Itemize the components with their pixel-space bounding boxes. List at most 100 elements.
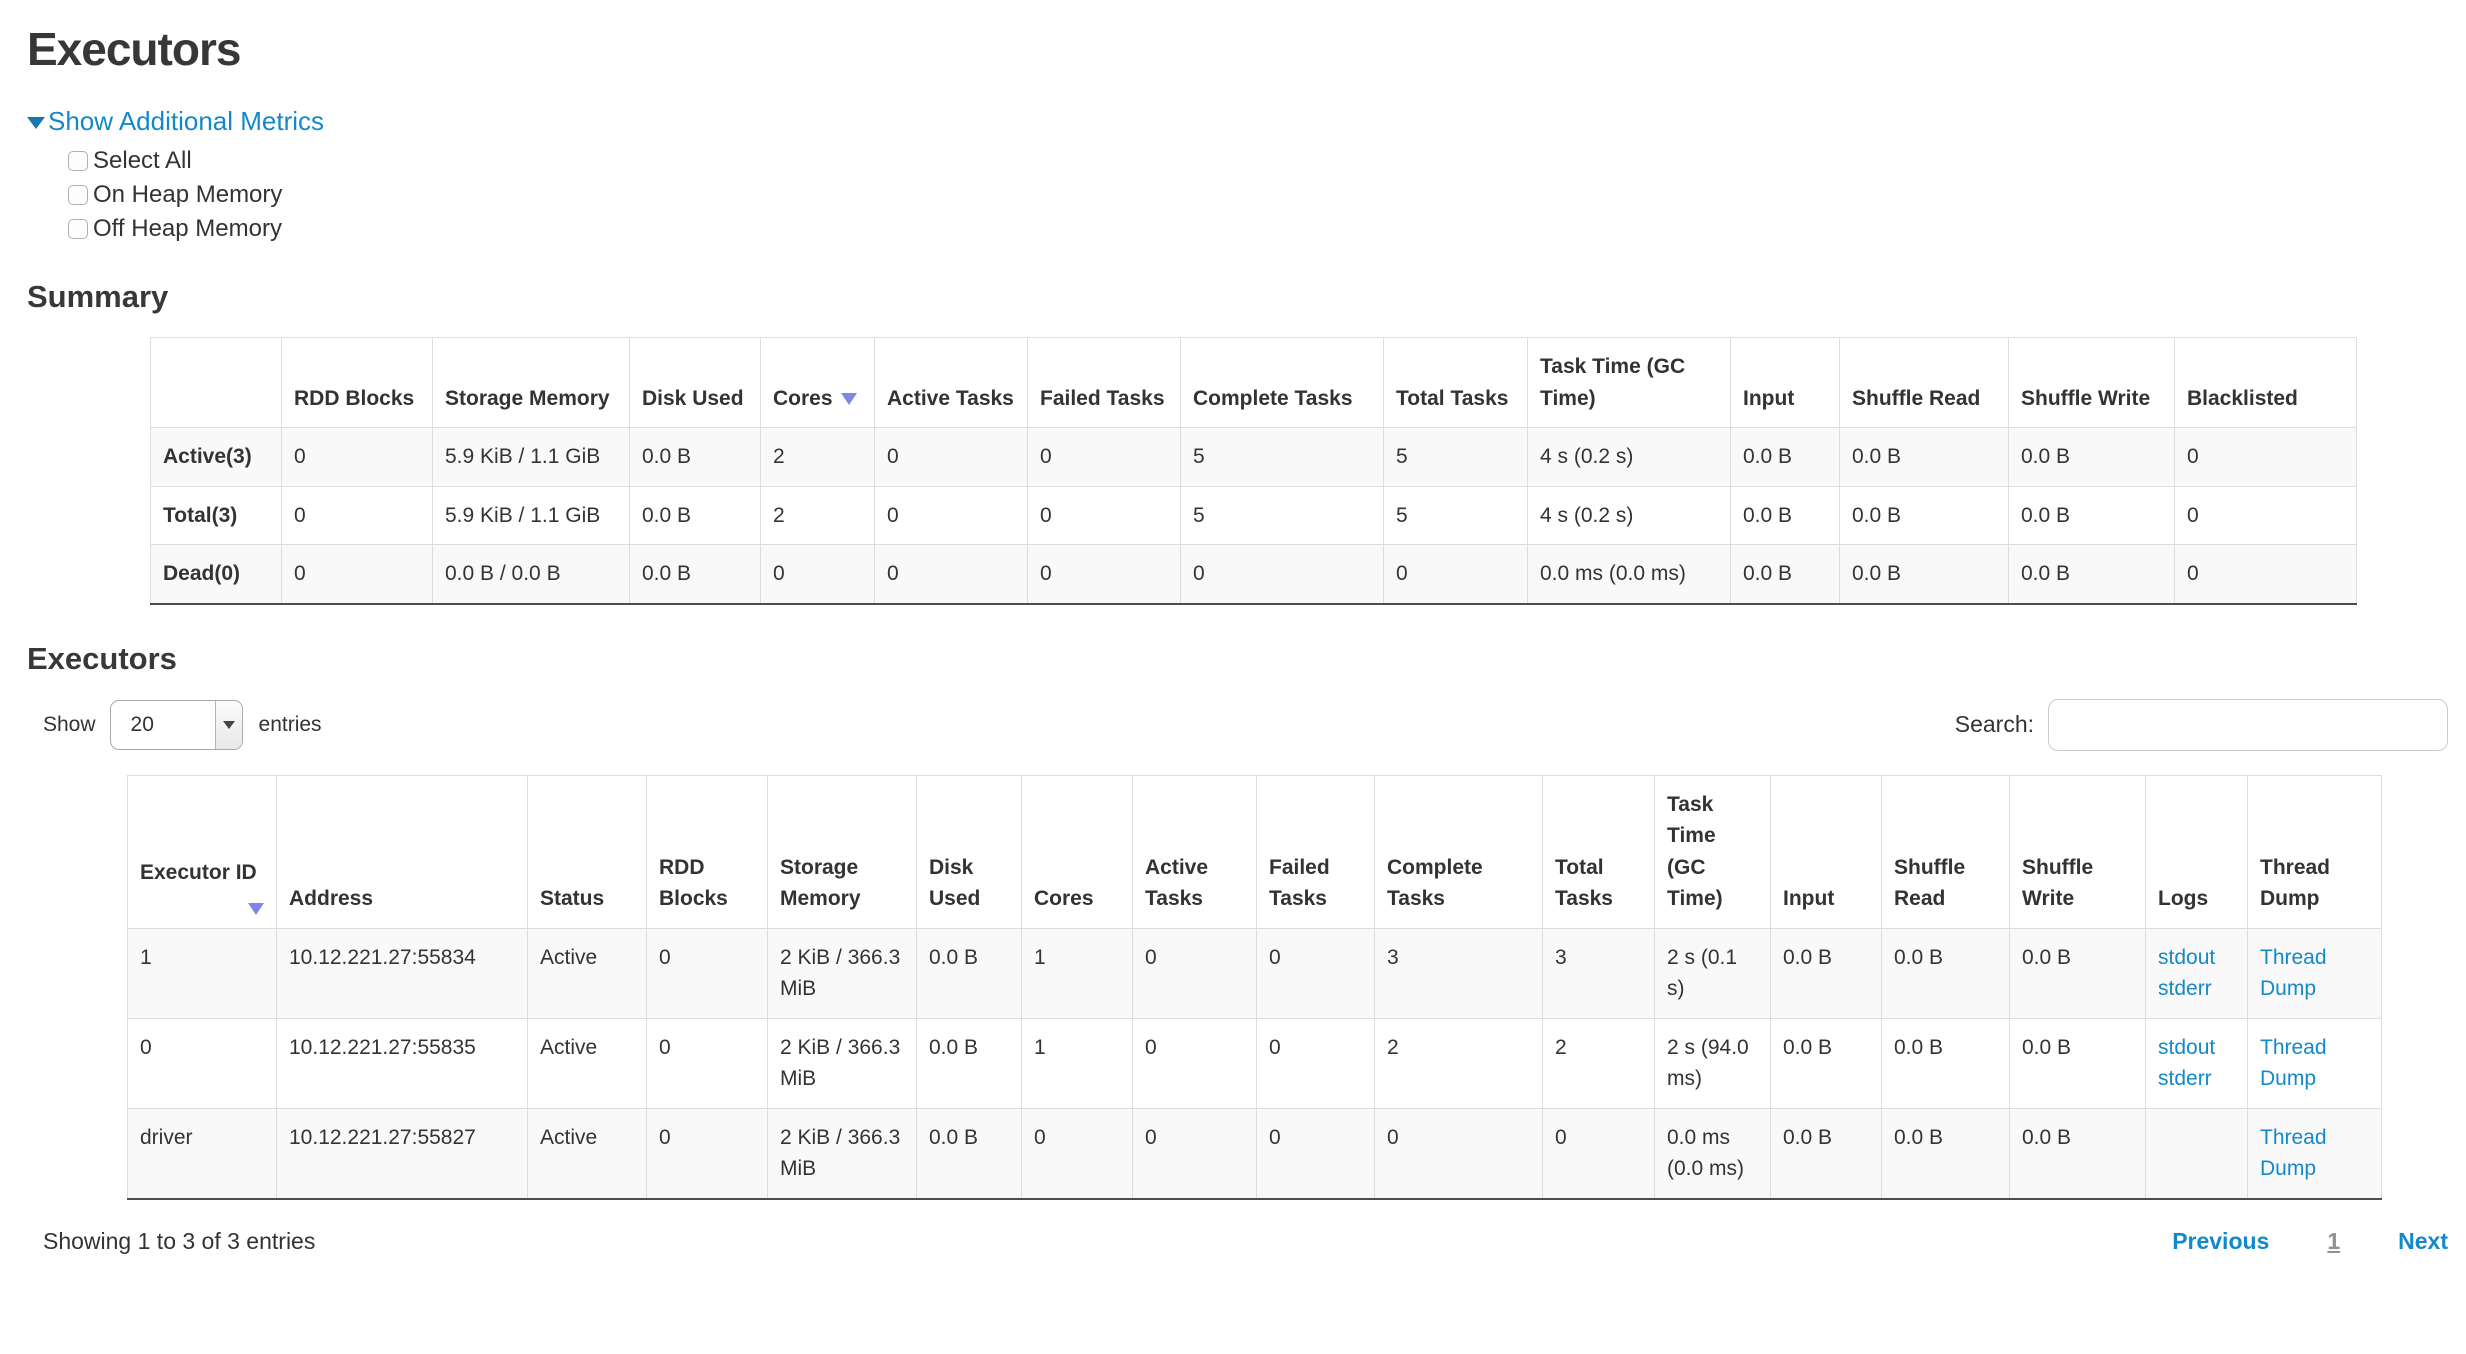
executor-row: 1 10.12.221.27:55834 Active 0 2 KiB / 36… bbox=[127, 927, 2382, 1019]
table-cell: 0.0 B bbox=[916, 1107, 1022, 1199]
executors-col-input[interactable]: Input bbox=[1770, 774, 1882, 929]
table-cell: 0 bbox=[760, 544, 875, 604]
summary-row-total: Total(3) 0 5.9 KiB / 1.1 GiB 0.0 B 2 0 0… bbox=[150, 485, 2357, 545]
stdout-link[interactable]: stdout bbox=[2158, 945, 2216, 969]
metric-option-select-all: Select All bbox=[68, 147, 2466, 175]
table-cell: 0 bbox=[1180, 544, 1384, 604]
summary-col-complete-tasks[interactable]: Complete Tasks bbox=[1180, 337, 1384, 428]
summary-row-label: Active(3) bbox=[150, 427, 282, 487]
next-page-button[interactable]: Next bbox=[2398, 1227, 2448, 1254]
executors-col-cores[interactable]: Cores bbox=[1021, 774, 1133, 929]
caret-down-icon bbox=[27, 117, 45, 129]
table-cell: 1 bbox=[1021, 1017, 1133, 1109]
summary-col-task-time[interactable]: Task Time (GC Time) bbox=[1527, 337, 1731, 428]
table-cell: 2 bbox=[1542, 1017, 1655, 1109]
stdout-link[interactable]: stdout bbox=[2158, 1035, 2216, 1059]
summary-col-rdd-blocks[interactable]: RDD Blocks bbox=[281, 337, 433, 428]
table-cell: 0.0 B bbox=[1839, 485, 2009, 545]
table-cell: 0.0 B bbox=[2009, 1107, 2146, 1199]
executor-row: 0 10.12.221.27:55835 Active 0 2 KiB / 36… bbox=[127, 1017, 2382, 1109]
executors-col-task-time[interactable]: Task Time (GC Time) bbox=[1654, 774, 1771, 929]
metric-options-list: Select All On Heap Memory Off Heap Memor… bbox=[68, 147, 2466, 243]
table-cell: 0 bbox=[874, 427, 1028, 487]
table-cell: 0.0 B bbox=[916, 1017, 1022, 1109]
summary-col-blacklisted[interactable]: Blacklisted bbox=[2174, 337, 2357, 428]
previous-page-button[interactable]: Previous bbox=[2172, 1227, 2270, 1254]
table-cell: 0.0 B bbox=[2008, 427, 2175, 487]
table-cell: 0 bbox=[1132, 1107, 1257, 1199]
table-cell: 2 bbox=[1374, 1017, 1543, 1109]
executors-col-address[interactable]: Address bbox=[276, 774, 528, 929]
summary-col-shuffle-read[interactable]: Shuffle Read bbox=[1839, 337, 2009, 428]
executors-col-disk-used[interactable]: Disk Used bbox=[916, 774, 1022, 929]
address-cell: 10.12.221.27:55835 bbox=[276, 1017, 528, 1109]
table-cell: 0 bbox=[1256, 1107, 1375, 1199]
status-cell: Active bbox=[527, 1107, 647, 1199]
table-cell: 0 bbox=[1383, 544, 1528, 604]
summary-col-failed-tasks[interactable]: Failed Tasks bbox=[1027, 337, 1181, 428]
table-cell: 0.0 B bbox=[2008, 544, 2175, 604]
summary-col-active-tasks[interactable]: Active Tasks bbox=[874, 337, 1028, 428]
summary-row-label: Dead(0) bbox=[150, 544, 282, 604]
stderr-link[interactable]: stderr bbox=[2158, 1067, 2212, 1090]
thread-dump-link[interactable]: Thread Dump bbox=[2260, 1035, 2327, 1091]
executors-col-thread-dump[interactable]: Thread Dump bbox=[2247, 774, 2382, 929]
summary-col-cores[interactable]: Cores bbox=[760, 337, 875, 428]
table-cell: 2 s (0.1 s) bbox=[1654, 927, 1771, 1019]
select-all-checkbox[interactable] bbox=[68, 151, 88, 171]
show-additional-metrics-toggle[interactable]: Show Additional Metrics bbox=[27, 106, 324, 137]
summary-col-total-tasks[interactable]: Total Tasks bbox=[1383, 337, 1528, 428]
executors-col-storage-memory[interactable]: Storage Memory bbox=[767, 774, 917, 929]
table-cell: 0.0 B bbox=[1730, 427, 1840, 487]
table-cell: 0 bbox=[874, 544, 1028, 604]
table-cell: 5.9 KiB / 1.1 GiB bbox=[432, 485, 630, 545]
executors-col-rdd-blocks[interactable]: RDD Blocks bbox=[646, 774, 768, 929]
executors-col-total-tasks[interactable]: Total Tasks bbox=[1542, 774, 1655, 929]
executors-col-complete-tasks[interactable]: Complete Tasks bbox=[1374, 774, 1543, 929]
page-size-value: 20 bbox=[130, 712, 154, 736]
table-footer: Showing 1 to 3 of 3 entries Previous 1 N… bbox=[43, 1228, 2448, 1255]
summary-col-disk-used[interactable]: Disk Used bbox=[629, 337, 761, 428]
executors-col-executor-id[interactable]: Executor ID bbox=[127, 774, 277, 929]
on-heap-memory-checkbox[interactable] bbox=[68, 185, 88, 205]
executors-col-logs[interactable]: Logs bbox=[2145, 774, 2248, 929]
table-cell: 0.0 B bbox=[1730, 485, 1840, 545]
stderr-link[interactable]: stderr bbox=[2158, 977, 2212, 1000]
table-cell: 1 bbox=[1021, 927, 1133, 1019]
table-cell: 2 KiB / 366.3 MiB bbox=[767, 927, 917, 1019]
logs-cell: stdout stderr bbox=[2145, 1017, 2248, 1109]
executors-col-shuffle-read[interactable]: Shuffle Read bbox=[1881, 774, 2010, 929]
sort-desc-icon bbox=[248, 902, 264, 915]
search-input[interactable] bbox=[2048, 698, 2448, 751]
table-cell: 0 bbox=[2174, 485, 2357, 545]
page-size-select[interactable]: 20 bbox=[109, 699, 243, 750]
thread-dump-link[interactable]: Thread Dump bbox=[2260, 1125, 2327, 1181]
executors-heading: Executors bbox=[27, 640, 177, 676]
table-cell: 0.0 B bbox=[1770, 1017, 1882, 1109]
entries-label: entries bbox=[258, 712, 322, 736]
table-cell: 0 bbox=[281, 544, 433, 604]
executors-col-failed-tasks[interactable]: Failed Tasks bbox=[1256, 774, 1375, 929]
table-cell: 0 bbox=[1021, 1107, 1133, 1199]
table-cell: 0 bbox=[646, 1107, 768, 1199]
table-cell: 0.0 B bbox=[1881, 927, 2010, 1019]
off-heap-memory-checkbox[interactable] bbox=[68, 219, 88, 239]
table-cell: 2 KiB / 366.3 MiB bbox=[767, 1017, 917, 1109]
executors-col-shuffle-write[interactable]: Shuffle Write bbox=[2009, 774, 2146, 929]
table-cell: 3 bbox=[1542, 927, 1655, 1019]
thread-dump-cell: Thread Dump bbox=[2247, 927, 2382, 1019]
summary-col-blank bbox=[150, 337, 282, 428]
table-cell: 4 s (0.2 s) bbox=[1527, 485, 1731, 545]
summary-col-input[interactable]: Input bbox=[1730, 337, 1840, 428]
summary-col-shuffle-write[interactable]: Shuffle Write bbox=[2008, 337, 2175, 428]
thread-dump-link[interactable]: Thread Dump bbox=[2260, 945, 2327, 1001]
executors-col-status[interactable]: Status bbox=[527, 774, 647, 929]
executors-col-active-tasks[interactable]: Active Tasks bbox=[1132, 774, 1257, 929]
table-cell: 3 bbox=[1374, 927, 1543, 1019]
thread-dump-cell: Thread Dump bbox=[2247, 1107, 2382, 1199]
status-cell: Active bbox=[527, 1017, 647, 1109]
summary-col-storage-memory[interactable]: Storage Memory bbox=[432, 337, 630, 428]
page-number-1[interactable]: 1 bbox=[2327, 1227, 2341, 1254]
table-cell: 0 bbox=[281, 427, 433, 487]
table-cell: 0.0 B bbox=[1730, 544, 1840, 604]
